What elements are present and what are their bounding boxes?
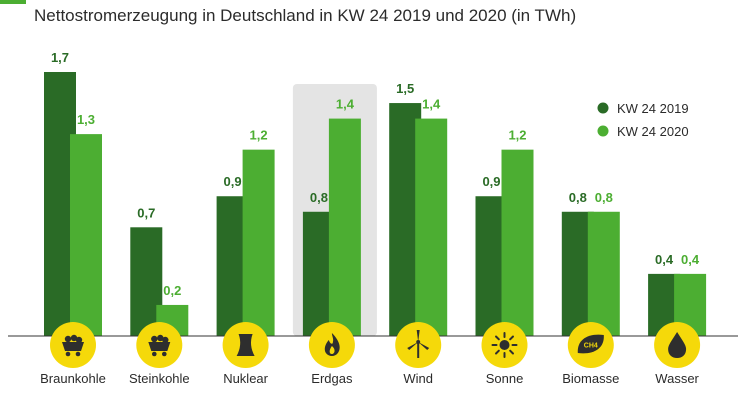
value-label-2020-erdgas: 1,4 bbox=[336, 97, 355, 112]
coal-cart-icon-braunkohle bbox=[50, 322, 96, 368]
bar-2020-sonne bbox=[501, 149, 534, 336]
sun-icon-sonne bbox=[481, 322, 528, 368]
bar-2020-wind bbox=[415, 118, 448, 337]
value-label-2019-steinkohle: 0,7 bbox=[137, 205, 155, 220]
value-label-2019-erdgas: 0,8 bbox=[310, 190, 328, 205]
category-label-erdgas: Erdgas bbox=[311, 371, 353, 386]
category-label-wasser: Wasser bbox=[655, 371, 699, 386]
value-label-2020-nuklear: 1,2 bbox=[250, 128, 268, 143]
bar-2020-nuklear bbox=[242, 149, 275, 336]
value-label-2019-wasser: 0,4 bbox=[655, 252, 674, 267]
flame-icon-erdgas bbox=[308, 322, 355, 368]
legend-marker-2019 bbox=[597, 102, 609, 114]
category-label-sonne: Sonne bbox=[486, 371, 524, 386]
value-label-2019-sonne: 0,9 bbox=[482, 174, 500, 189]
category-label-wind: Wind bbox=[403, 371, 433, 386]
value-label-2020-biomasse: 0,8 bbox=[595, 190, 613, 205]
coal-cart-icon-steinkohle bbox=[136, 322, 183, 368]
value-label-2020-sonne: 1,2 bbox=[508, 128, 526, 143]
value-label-2020-steinkohle: 0,2 bbox=[163, 283, 181, 298]
bar-2020-erdgas bbox=[328, 118, 361, 337]
bar-2020-biomasse bbox=[587, 211, 620, 336]
cooling-tower-icon-nuklear bbox=[222, 322, 269, 368]
category-label-steinkohle: Steinkohle bbox=[129, 371, 190, 386]
legend-label-2020: KW 24 2020 bbox=[617, 124, 689, 139]
biomass-icon-label: CH4 bbox=[584, 343, 598, 350]
water-drop-icon-wasser bbox=[654, 322, 701, 368]
wind-turbine-icon-wind bbox=[395, 322, 442, 368]
value-label-2020-wasser: 0,4 bbox=[681, 252, 700, 267]
accent-bar bbox=[0, 0, 26, 4]
value-label-2019-wind: 1,5 bbox=[396, 81, 414, 96]
category-label-nuklear: Nuklear bbox=[223, 371, 268, 386]
value-label-2020-braunkohle: 1,3 bbox=[77, 112, 95, 127]
bar-2020-braunkohle bbox=[70, 134, 102, 336]
category-label-braunkohle: Braunkohle bbox=[40, 371, 106, 386]
value-label-2019-nuklear: 0,9 bbox=[224, 174, 242, 189]
legend-marker-2020 bbox=[597, 125, 609, 137]
value-label-2019-braunkohle: 1,7 bbox=[51, 50, 69, 65]
value-label-2019-biomasse: 0,8 bbox=[569, 190, 587, 205]
chart-title: Nettostromerzeugung in Deutschland in KW… bbox=[34, 6, 577, 25]
value-label-2020-wind: 1,4 bbox=[422, 97, 441, 112]
biomass-ch4-icon-biomasse: CH4 bbox=[567, 322, 614, 368]
legend-label-2019: KW 24 2019 bbox=[617, 101, 689, 116]
category-label-biomasse: Biomasse bbox=[562, 371, 619, 386]
